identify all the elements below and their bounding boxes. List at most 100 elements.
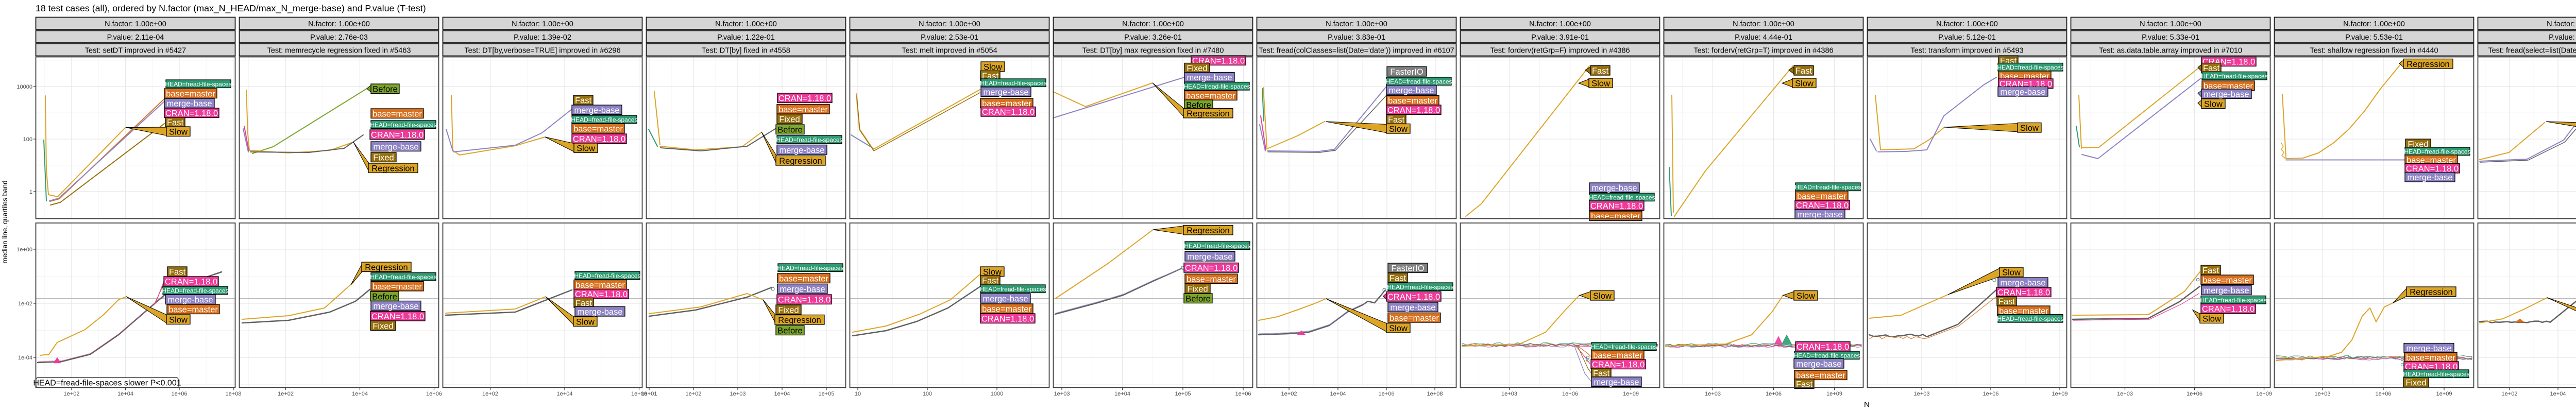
- svg-text:1e+08: 1e+08: [226, 391, 242, 397]
- svg-text:1e+04: 1e+04: [352, 391, 368, 397]
- svg-text:Slow: Slow: [2020, 124, 2039, 133]
- svg-text:CRAN=1.18.0: CRAN=1.18.0: [573, 134, 625, 144]
- svg-text:1e+02: 1e+02: [64, 391, 80, 397]
- svg-text:1000: 1000: [991, 391, 1003, 397]
- svg-text:18 test cases (all), ordered b: 18 test cases (all), ordered by N.factor…: [36, 3, 426, 14]
- svg-text:Test: forderv(retGrp=T) improv: Test: forderv(retGrp=T) improved in #438…: [1693, 47, 1833, 55]
- svg-text:100: 100: [923, 391, 932, 397]
- svg-text:HEAD=fread-file-spaces: HEAD=fread-file-spaces: [979, 285, 1046, 293]
- svg-text:merge-base: merge-base: [982, 294, 1028, 303]
- svg-text:Regression: Regression: [371, 164, 414, 173]
- svg-text:P.value: 1.22e-01: P.value: 1.22e-01: [717, 33, 775, 42]
- svg-text:Fast: Fast: [982, 276, 999, 285]
- svg-text:HEAD=fread-file-spaces: HEAD=fread-file-spaces: [1997, 64, 2063, 71]
- svg-text:Test: DT[by] max regression fi: Test: DT[by] max regression fixed in #74…: [1082, 47, 1224, 55]
- svg-text:Slow: Slow: [984, 62, 1002, 72]
- svg-text:merge-base: merge-base: [2204, 90, 2249, 99]
- svg-text:base=master: base=master: [168, 305, 218, 314]
- svg-text:HEAD=fread-file-spaces: HEAD=fread-file-spaces: [2403, 370, 2469, 377]
- svg-text:merge-base: merge-base: [1390, 303, 1435, 312]
- svg-text:Before: Before: [1186, 100, 1211, 110]
- svg-text:P.value: 2.11e-04: P.value: 2.11e-04: [107, 33, 164, 42]
- svg-text:1e+03: 1e+03: [2315, 391, 2331, 397]
- svg-text:HEAD=fread-file-spaces: HEAD=fread-file-spaces: [1183, 83, 1250, 90]
- svg-text:CRAN=1.18.0: CRAN=1.18.0: [2405, 362, 2458, 371]
- svg-text:merge-base: merge-base: [1187, 73, 1232, 82]
- svg-text:base=master: base=master: [2202, 276, 2252, 285]
- svg-text:Fast: Fast: [982, 72, 999, 81]
- svg-text:Fast: Fast: [575, 299, 592, 308]
- svg-text:CRAN=1.18.0: CRAN=1.18.0: [1387, 106, 1440, 115]
- svg-text:Fixed: Fixed: [1187, 284, 1208, 294]
- svg-text:Fast: Fast: [1796, 380, 1813, 389]
- svg-text:1e-02: 1e-02: [18, 301, 32, 307]
- svg-text:1e+02: 1e+02: [482, 391, 498, 397]
- svg-text:HEAD=fread-file-spaces slower: HEAD=fread-file-spaces slower P<0.001: [33, 379, 181, 388]
- svg-text:CRAN=1.18.0: CRAN=1.18.0: [165, 109, 218, 118]
- svg-text:base=master: base=master: [778, 105, 828, 114]
- svg-text:CRAN=1.18.0: CRAN=1.18.0: [1590, 201, 1643, 211]
- svg-text:Fixed: Fixed: [778, 305, 799, 315]
- svg-text:merge-base: merge-base: [2000, 278, 2045, 287]
- svg-text:1e+08: 1e+08: [1427, 391, 1443, 397]
- svg-text:1e+03: 1e+03: [730, 391, 746, 397]
- svg-text:base=master: base=master: [372, 109, 422, 118]
- svg-text:Test: fread(select=list(Date=': Test: fread(select=list(Date='date')) im…: [2488, 47, 2576, 55]
- svg-text:merge-base: merge-base: [577, 307, 622, 317]
- svg-text:HEAD=fread-file-spaces: HEAD=fread-file-spaces: [1793, 352, 1860, 359]
- svg-text:base=master: base=master: [1186, 91, 1235, 100]
- svg-text:Slow: Slow: [1591, 79, 1610, 88]
- svg-text:merge-base: merge-base: [2204, 286, 2249, 295]
- svg-text:Before: Before: [372, 84, 398, 94]
- svg-text:Regression: Regression: [2410, 287, 2452, 297]
- svg-text:HEAD=fread-file-spaces: HEAD=fread-file-spaces: [571, 116, 637, 123]
- svg-text:10000: 10000: [16, 84, 32, 90]
- svg-text:Slow: Slow: [169, 315, 188, 324]
- svg-text:1e+06: 1e+06: [1983, 391, 1999, 397]
- svg-text:Slow: Slow: [1389, 125, 1408, 134]
- svg-text:P.value: 5.53e-01: P.value: 5.53e-01: [2345, 33, 2403, 42]
- svg-text:N.factor: 1.00e+00: N.factor: 1.00e+00: [1936, 20, 1998, 28]
- svg-text:Slow: Slow: [169, 127, 188, 136]
- svg-text:CRAN=1.18.0: CRAN=1.18.0: [1999, 79, 2052, 89]
- svg-text:HEAD=fread-file-spaces: HEAD=fread-file-spaces: [1387, 283, 1453, 290]
- svg-text:P.value: 3.83e-01: P.value: 3.83e-01: [1328, 33, 1385, 42]
- svg-text:Fast: Fast: [167, 118, 184, 127]
- svg-text:merge-base: merge-base: [1187, 252, 1232, 262]
- svg-text:1e+02: 1e+02: [1281, 391, 1297, 397]
- svg-text:Before: Before: [1185, 294, 1211, 303]
- svg-text:1: 1: [29, 189, 32, 195]
- svg-text:base=master: base=master: [1797, 192, 1846, 201]
- svg-text:N.factor: 1.00e+00: N.factor: 1.00e+00: [1326, 20, 1387, 28]
- svg-text:Slow: Slow: [2202, 314, 2221, 323]
- svg-text:Slow: Slow: [2204, 99, 2223, 109]
- svg-text:Slow: Slow: [1797, 291, 1815, 301]
- svg-text:P.value: 3.26e-01: P.value: 3.26e-01: [1124, 33, 1182, 42]
- svg-text:merge-base: merge-base: [1796, 359, 1841, 369]
- svg-text:Slow: Slow: [577, 144, 595, 153]
- svg-text:HEAD=fread-file-spaces: HEAD=fread-file-spaces: [1794, 183, 1861, 191]
- svg-text:Test: forderv(retGrp=F) improv: Test: forderv(retGrp=F) improved in #438…: [1490, 47, 1630, 55]
- svg-text:HEAD=fread-file-spaces: HEAD=fread-file-spaces: [2404, 148, 2470, 155]
- svg-text:HEAD=fread-file-spaces: HEAD=fread-file-spaces: [574, 272, 640, 279]
- svg-text:N.factor: 1.00e+00: N.factor: 1.00e+00: [105, 20, 166, 28]
- svg-text:Fixed: Fixed: [1187, 64, 1207, 73]
- svg-text:Test: transform improved in #5: Test: transform improved in #5493: [1910, 47, 2023, 55]
- svg-text:HEAD=fread-file-spaces: HEAD=fread-file-spaces: [1997, 315, 2063, 322]
- svg-text:P.value: 5.33e-01: P.value: 5.33e-01: [2142, 33, 2199, 42]
- svg-text:Before: Before: [372, 292, 397, 301]
- svg-text:1e+03: 1e+03: [1705, 391, 1721, 397]
- svg-text:merge-base: merge-base: [983, 88, 1028, 97]
- svg-text:Fast: Fast: [2203, 64, 2220, 73]
- svg-text:P.value: 5.12e-01: P.value: 5.12e-01: [1938, 33, 1996, 42]
- svg-text:merge-base: merge-base: [1797, 210, 1842, 219]
- svg-text:HEAD=fread-file-spaces: HEAD=fread-file-spaces: [1385, 78, 1452, 85]
- svg-text:Fast: Fast: [1592, 66, 1609, 76]
- svg-text:Fast: Fast: [2202, 266, 2219, 275]
- svg-text:Regression: Regression: [1187, 226, 1229, 235]
- svg-text:base=master: base=master: [1591, 212, 1640, 221]
- svg-text:N: N: [1864, 400, 1870, 409]
- svg-text:1e+03: 1e+03: [1914, 391, 1930, 397]
- svg-text:CRAN=1.18.0: CRAN=1.18.0: [982, 108, 1035, 117]
- svg-text:1e+04: 1e+04: [557, 391, 573, 397]
